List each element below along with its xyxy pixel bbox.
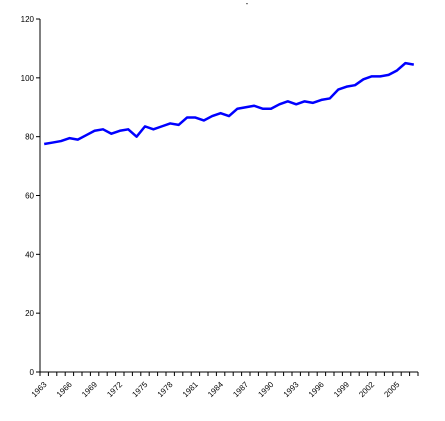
y-tick-label: 40 — [25, 250, 34, 259]
x-tick-label: 1981 — [181, 380, 200, 399]
x-tick-label: 1972 — [105, 380, 124, 399]
series-line — [43, 61, 415, 146]
y-tick-label: 120 — [21, 15, 35, 24]
x-tick-label: 1984 — [206, 380, 225, 399]
x-tick-label: 1963 — [30, 380, 49, 399]
x-tick-label: 1978 — [156, 380, 175, 399]
y-tick-label: 80 — [25, 133, 34, 142]
x-tick-label: 1996 — [307, 380, 326, 399]
x-tick-label: 2002 — [357, 380, 376, 399]
y-tick-label: 20 — [25, 309, 34, 318]
x-tick-label: 1993 — [282, 380, 301, 399]
x-tick-label: 1966 — [55, 380, 74, 399]
y-tick-label: 100 — [21, 74, 35, 83]
y-tick-label: 60 — [25, 192, 34, 201]
x-tick-label: 2005 — [382, 380, 401, 399]
x-tick-label: 1999 — [332, 380, 351, 399]
x-tick-label: 1987 — [231, 380, 250, 399]
x-tick-label: 1969 — [80, 380, 99, 399]
x-tick-label: 1990 — [256, 380, 275, 399]
chart-title: - — [246, 0, 249, 8]
x-tick-label: 1975 — [130, 380, 149, 399]
y-tick-label: 0 — [30, 368, 35, 377]
